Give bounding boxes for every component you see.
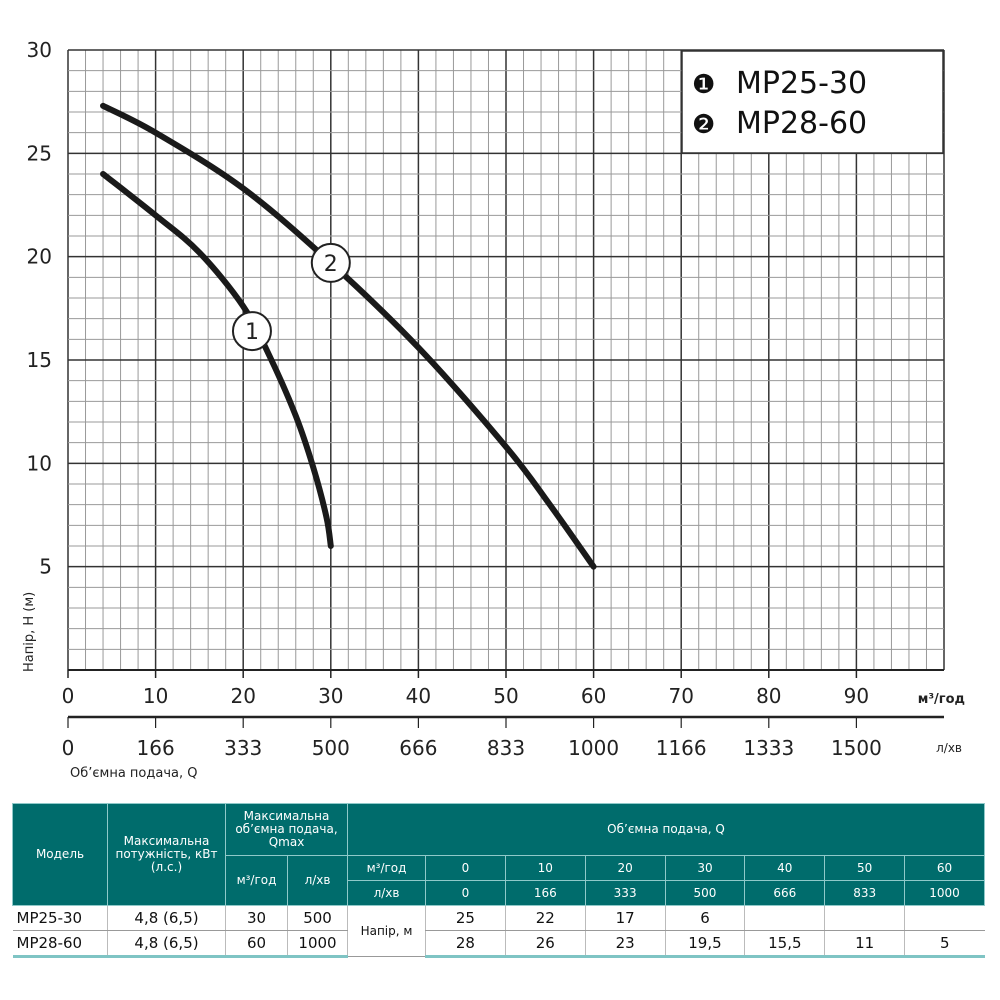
cell-head: 17 (584, 905, 666, 931)
col-flow: Об’ємна подача, Q (347, 803, 985, 856)
x-unit: м³/год (918, 692, 965, 707)
spec-table: Модель Максимальна потужність, кВт (л.с.… (12, 803, 985, 958)
x2-tick-label: 1000 (568, 736, 619, 760)
col-power: Максимальна потужність, кВт (л.с.) (107, 803, 226, 906)
pump-curve-chart: 0 10 20 30 40 50 60 70 80 90 м³/год 0 166 333 500 666 83… (22, 38, 965, 781)
flow-m3-header: 40 (744, 855, 826, 881)
legend-label: MP28-60 (736, 106, 867, 141)
curve-MP28-60 (100, 102, 597, 570)
x2-tick-label: 833 (487, 736, 525, 760)
cell-power: 4,8 (6,5) (107, 905, 226, 931)
legend-box (681, 50, 944, 154)
flow-m3-header: 0 (425, 855, 506, 881)
flow-m3-header: 50 (824, 855, 906, 881)
cell-head (824, 905, 905, 931)
x-tick-label: 10 (143, 684, 168, 708)
flow-lmin-header: 166 (504, 880, 586, 906)
legend-marker: ❷ (692, 110, 715, 140)
flow-lmin-header: 666 (744, 880, 826, 906)
y-tick-label: 20 (27, 245, 52, 269)
cell-head: 19,5 (664, 930, 745, 958)
flow-lmin-header: 0 (425, 880, 506, 906)
col-qmax-m3: м³/год (225, 855, 288, 906)
cell-head: 11 (824, 930, 905, 958)
curve-MP25-30 (100, 171, 334, 549)
cell-head: 6 (664, 905, 745, 931)
cell-head: 5 (904, 930, 985, 958)
x-tick-label: 50 (493, 684, 518, 708)
x2-tick-label: 1500 (831, 736, 882, 760)
legend-marker: ❶ (692, 70, 715, 100)
cell-qmax-m3: 30 (225, 905, 288, 931)
cell-head: 28 (425, 930, 506, 958)
cell-qmax-lmin: 1000 (286, 930, 348, 958)
cell-head: 25 (425, 905, 506, 931)
x2-tick-label: 1333 (743, 736, 794, 760)
flow-lmin-header: 500 (664, 880, 746, 906)
x2-tick-label: 0 (62, 736, 75, 760)
curve-label: 2 (324, 252, 338, 277)
flow-m3-header: 10 (504, 855, 586, 881)
cell-qmax-lmin: 500 (286, 905, 348, 931)
legend-label: MP25-30 (736, 66, 867, 101)
cell-model: MP28-60 (12, 930, 108, 958)
cell-qmax-m3: 60 (225, 930, 288, 958)
x2-tick-label: 333 (224, 736, 262, 760)
x-tick-label: 20 (230, 684, 255, 708)
flow-m3-header: 60 (904, 855, 985, 881)
flow-lmin-header: 333 (584, 880, 666, 906)
curve-label-circle (231, 311, 272, 352)
flow-m3-header: 30 (664, 855, 746, 881)
x-tick-label: 80 (756, 684, 781, 708)
x2-tick-label: 166 (137, 736, 175, 760)
row-label-m3: м³/год (347, 855, 427, 881)
x-tick-label: 90 (844, 684, 869, 708)
flow-lmin-header: 833 (824, 880, 906, 906)
cell-head: 15,5 (744, 930, 825, 958)
y-axis-title: Напір, H (м) (22, 592, 37, 672)
cell-head: 26 (504, 930, 586, 958)
curve-label: 1 (245, 320, 259, 345)
x-tick-label: 0 (62, 684, 75, 708)
flow-lmin-header: 1000 (904, 880, 985, 906)
y-tick-label: 15 (27, 348, 52, 372)
cell-head (744, 905, 825, 931)
y-tick-label: 30 (27, 38, 52, 62)
x-tick-label: 30 (318, 684, 343, 708)
x-tick-label: 60 (581, 684, 606, 708)
col-qmax-lmin: л/хв (286, 855, 349, 906)
row-label-lmin: л/хв (347, 880, 427, 906)
x2-tick-label: 666 (399, 736, 437, 760)
flow-m3-header: 20 (584, 855, 666, 881)
col-model: Модель (12, 803, 108, 906)
y-tick-label: 10 (27, 451, 52, 475)
y-tick-label: 25 (27, 141, 52, 165)
x-axis-title: Об’ємна подача, Q (70, 766, 197, 781)
curve-label-circle (310, 242, 351, 283)
cell-power: 4,8 (6,5) (107, 930, 226, 958)
x-tick-label: 40 (406, 684, 431, 708)
cell-model: MP25-30 (12, 905, 108, 931)
x-tick-label: 70 (668, 684, 693, 708)
col-qmax: Максимальна об’ємна подача, Qmax (224, 803, 349, 856)
cell-head: 23 (584, 930, 666, 958)
cell-head-label: Напір, м (347, 905, 426, 957)
cell-head: 22 (504, 905, 586, 931)
x2-unit: л/хв (936, 741, 962, 755)
x2-tick-label: 500 (312, 736, 350, 760)
cell-head (904, 905, 985, 931)
y-tick-label: 5 (39, 555, 52, 579)
x2-tick-label: 1166 (656, 736, 707, 760)
